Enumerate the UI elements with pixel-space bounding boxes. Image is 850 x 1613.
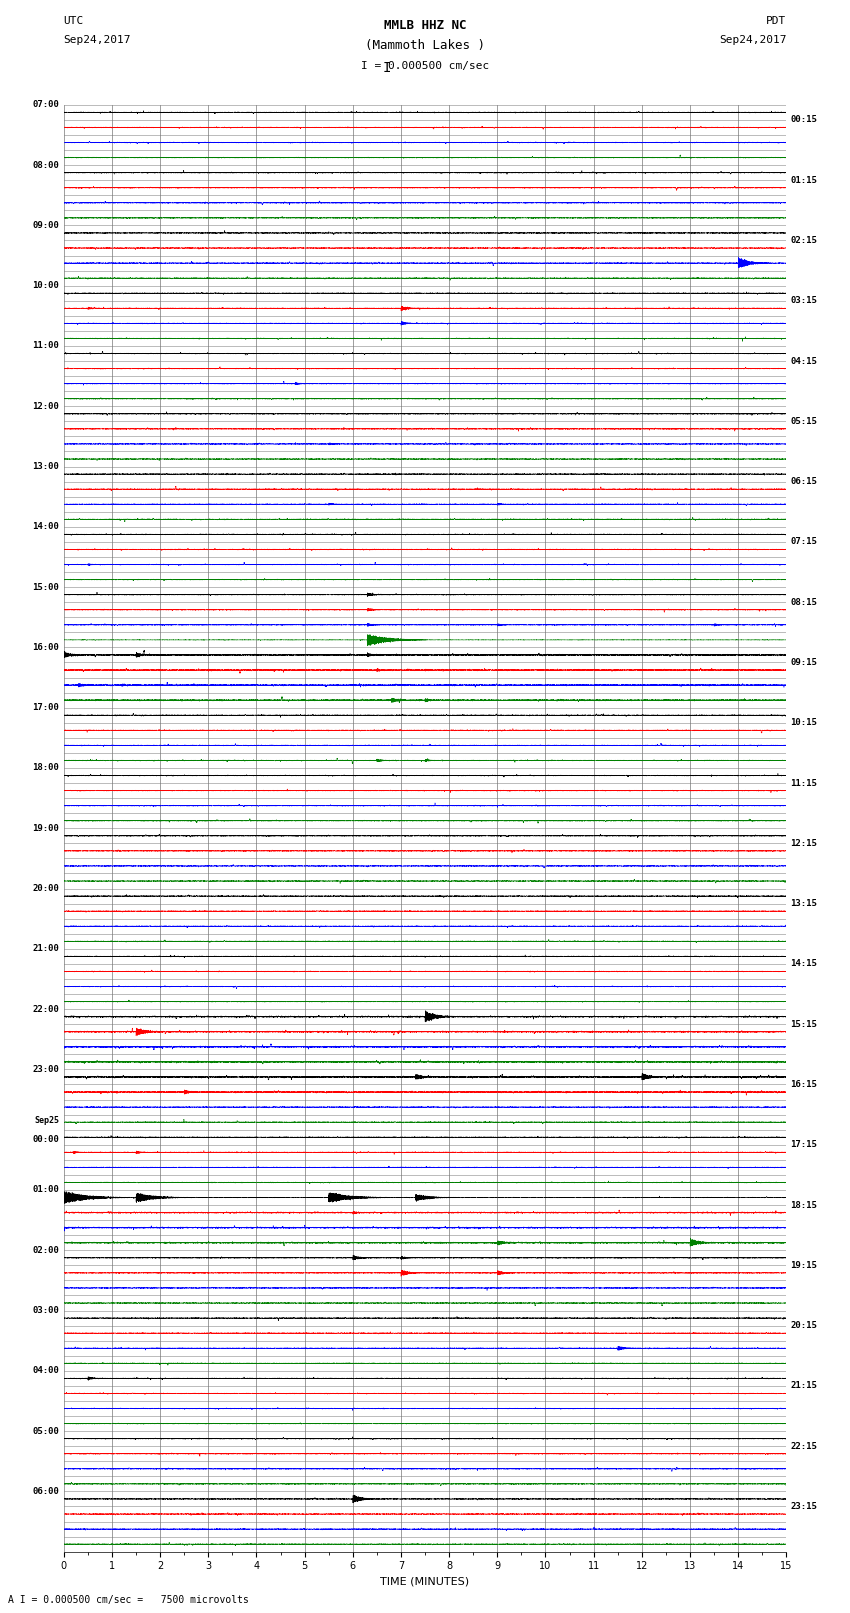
Text: PDT: PDT xyxy=(766,16,786,26)
Text: 23:15: 23:15 xyxy=(790,1502,818,1511)
Text: Sep25: Sep25 xyxy=(35,1116,60,1124)
Text: 19:15: 19:15 xyxy=(790,1261,818,1269)
Text: 02:00: 02:00 xyxy=(32,1245,60,1255)
Text: 18:15: 18:15 xyxy=(790,1200,818,1210)
Text: 18:00: 18:00 xyxy=(32,763,60,773)
Text: 04:00: 04:00 xyxy=(32,1366,60,1376)
Text: 03:00: 03:00 xyxy=(32,1307,60,1315)
Text: UTC: UTC xyxy=(64,16,84,26)
Text: (Mammoth Lakes ): (Mammoth Lakes ) xyxy=(365,39,485,52)
Text: 10:15: 10:15 xyxy=(790,718,818,727)
Text: 09:00: 09:00 xyxy=(32,221,60,231)
Text: 05:00: 05:00 xyxy=(32,1426,60,1436)
Text: 23:00: 23:00 xyxy=(32,1065,60,1074)
Text: 14:15: 14:15 xyxy=(790,960,818,968)
Text: 17:00: 17:00 xyxy=(32,703,60,713)
Text: 22:00: 22:00 xyxy=(32,1005,60,1013)
Text: 04:15: 04:15 xyxy=(790,356,818,366)
Text: 10:00: 10:00 xyxy=(32,281,60,290)
Text: MMLB HHZ NC: MMLB HHZ NC xyxy=(383,19,467,32)
Text: 12:00: 12:00 xyxy=(32,402,60,411)
Text: 05:15: 05:15 xyxy=(790,416,818,426)
Text: 03:15: 03:15 xyxy=(790,297,818,305)
Text: 06:15: 06:15 xyxy=(790,477,818,486)
Text: I = 0.000500 cm/sec: I = 0.000500 cm/sec xyxy=(361,61,489,71)
Text: 13:00: 13:00 xyxy=(32,461,60,471)
Text: 00:15: 00:15 xyxy=(790,116,818,124)
Text: 12:15: 12:15 xyxy=(790,839,818,848)
X-axis label: TIME (MINUTES): TIME (MINUTES) xyxy=(381,1578,469,1587)
Text: I: I xyxy=(382,61,391,76)
Text: 15:15: 15:15 xyxy=(790,1019,818,1029)
Text: 01:15: 01:15 xyxy=(790,176,818,185)
Text: 22:15: 22:15 xyxy=(790,1442,818,1450)
Text: 19:00: 19:00 xyxy=(32,824,60,832)
Text: 09:15: 09:15 xyxy=(790,658,818,668)
Text: 07:15: 07:15 xyxy=(790,537,818,547)
Text: 14:00: 14:00 xyxy=(32,523,60,531)
Text: 11:15: 11:15 xyxy=(790,779,818,787)
Text: 01:00: 01:00 xyxy=(32,1186,60,1195)
Text: 21:15: 21:15 xyxy=(790,1381,818,1390)
Text: 20:00: 20:00 xyxy=(32,884,60,894)
Text: 16:15: 16:15 xyxy=(790,1081,818,1089)
Text: 15:00: 15:00 xyxy=(32,582,60,592)
Text: Sep24,2017: Sep24,2017 xyxy=(64,35,131,45)
Text: 00:00: 00:00 xyxy=(32,1134,60,1144)
Text: 07:00: 07:00 xyxy=(32,100,60,110)
Text: 20:15: 20:15 xyxy=(790,1321,818,1331)
Text: 11:00: 11:00 xyxy=(32,342,60,350)
Text: 08:00: 08:00 xyxy=(32,161,60,169)
Text: 06:00: 06:00 xyxy=(32,1487,60,1495)
Text: 13:15: 13:15 xyxy=(790,898,818,908)
Text: 16:00: 16:00 xyxy=(32,644,60,652)
Text: 17:15: 17:15 xyxy=(790,1140,818,1150)
Text: 02:15: 02:15 xyxy=(790,235,818,245)
Text: Sep24,2017: Sep24,2017 xyxy=(719,35,786,45)
Text: 21:00: 21:00 xyxy=(32,944,60,953)
Text: A I = 0.000500 cm/sec =   7500 microvolts: A I = 0.000500 cm/sec = 7500 microvolts xyxy=(8,1595,249,1605)
Text: 08:15: 08:15 xyxy=(790,598,818,606)
